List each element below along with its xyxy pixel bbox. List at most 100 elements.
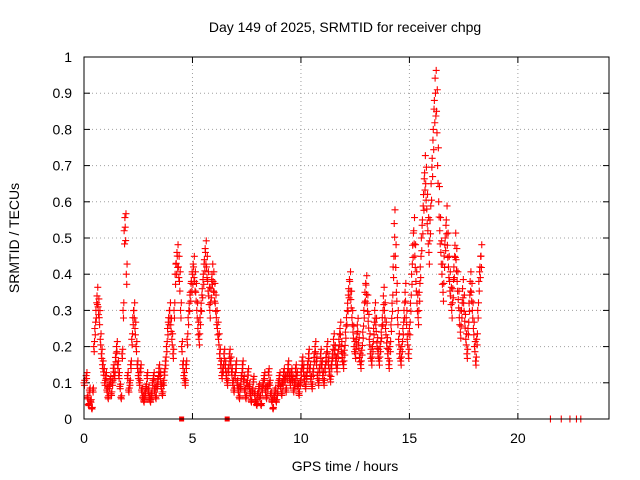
data-point <box>462 341 470 349</box>
data-point <box>392 288 400 296</box>
data-point <box>377 348 385 356</box>
data-point <box>131 325 139 332</box>
data-point <box>176 268 184 276</box>
data-point <box>448 314 456 322</box>
data-point <box>212 291 220 299</box>
data-point <box>417 234 425 242</box>
data-point <box>196 321 204 329</box>
data-point <box>421 169 429 177</box>
data-point <box>191 268 199 276</box>
data-point <box>437 214 445 222</box>
data-point <box>413 307 421 315</box>
data-point <box>393 314 401 322</box>
data-point <box>436 227 444 235</box>
data-point <box>408 260 416 268</box>
data-point <box>386 357 394 365</box>
data-point <box>427 202 435 210</box>
data-point <box>402 297 410 305</box>
data-point <box>319 369 327 377</box>
data-point <box>209 260 217 268</box>
y-tick-label: 0.2 <box>53 339 73 355</box>
data-point <box>200 280 208 288</box>
y-tick-label: 0 <box>64 411 72 427</box>
data-point <box>175 274 183 282</box>
data-point <box>123 260 131 268</box>
data-point <box>345 294 353 302</box>
data-point <box>143 380 151 388</box>
data-point <box>428 154 436 162</box>
data-point <box>357 365 365 373</box>
data-point <box>336 325 344 332</box>
grid-lines <box>84 57 609 419</box>
data-point <box>97 330 105 338</box>
data-point <box>364 291 372 299</box>
data-point <box>399 338 407 346</box>
data-point <box>201 267 209 275</box>
data-point <box>297 376 305 384</box>
data-point <box>435 213 443 221</box>
data-point <box>98 345 106 353</box>
data-point <box>399 331 407 339</box>
data-point <box>408 280 416 288</box>
data-point <box>452 229 460 237</box>
data-point <box>405 325 413 332</box>
data-point <box>273 396 281 404</box>
data-point <box>478 241 486 249</box>
data-point <box>388 299 396 307</box>
data-point <box>140 396 148 404</box>
data-point <box>177 299 185 307</box>
data-point <box>418 247 426 255</box>
data-point <box>207 294 215 302</box>
data-point <box>408 270 416 278</box>
data-point <box>96 307 104 315</box>
data-point <box>348 287 356 295</box>
data-point <box>416 279 424 287</box>
data-point <box>430 146 438 154</box>
data-point <box>181 369 189 377</box>
data-point <box>452 256 460 264</box>
data-point <box>313 353 321 361</box>
data-point <box>402 279 410 287</box>
x-tick-label: 5 <box>189 430 197 446</box>
data-point <box>192 288 200 296</box>
data-point <box>467 287 475 295</box>
data-point <box>200 256 208 264</box>
data-point <box>120 299 128 307</box>
data-point <box>124 369 132 377</box>
data-point <box>120 227 128 235</box>
data-point <box>168 341 176 349</box>
data-point <box>205 301 213 309</box>
data-point <box>311 349 319 357</box>
data-point <box>404 330 412 338</box>
data-point <box>269 403 277 411</box>
data-point <box>190 274 198 282</box>
data-point <box>472 361 480 369</box>
chart-title: Day 149 of 2025, SRMTID for receiver chp… <box>209 19 481 35</box>
data-point <box>420 175 428 183</box>
data-point <box>419 202 427 210</box>
data-point <box>127 365 135 373</box>
data-point <box>249 384 257 392</box>
data-point <box>380 301 388 309</box>
data-point <box>359 334 367 342</box>
data-point <box>417 274 425 282</box>
data-point <box>210 268 218 276</box>
data-point <box>233 357 241 365</box>
data-point <box>182 376 190 384</box>
data-point <box>347 296 355 304</box>
data-point <box>324 338 332 346</box>
data-point <box>334 354 342 362</box>
data-point <box>368 353 376 361</box>
data-markers <box>80 66 585 423</box>
data-point <box>121 240 129 248</box>
data-point <box>147 396 155 404</box>
data-point <box>170 345 178 353</box>
data-point <box>398 348 406 356</box>
data-point <box>354 314 362 322</box>
data-point <box>121 223 129 231</box>
data-point <box>411 214 419 222</box>
data-point <box>379 292 387 300</box>
data-point <box>424 240 432 248</box>
data-point <box>214 331 222 339</box>
data-point <box>463 330 471 338</box>
